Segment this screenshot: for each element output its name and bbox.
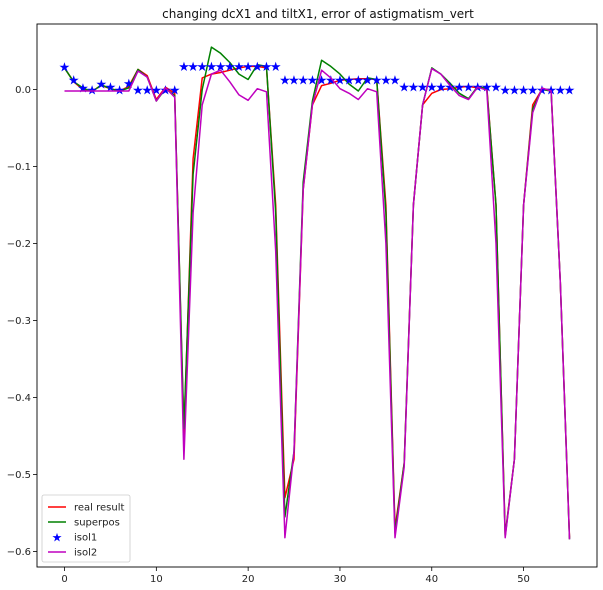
series-line-isol2 [64,67,571,540]
series-marker-isol1: ★ [297,74,309,89]
series-marker-isol1: ★ [389,74,401,89]
series-marker-isol1: ★ [169,84,181,99]
series-marker-isol1: ★ [509,84,521,99]
series-marker-isol1: ★ [59,61,71,76]
series-marker-isol1: ★ [463,81,475,96]
series-marker-isol1: ★ [95,78,107,93]
series-marker-isol1: ★ [499,84,511,99]
series-marker-isol1: ★ [77,81,89,96]
series-marker-isol1: ★ [187,60,199,75]
series-marker-isol1: ★ [362,74,374,89]
series-marker-isol1: ★ [251,60,263,75]
series-marker-isol1: ★ [160,84,172,99]
series-marker-isol1: ★ [352,74,364,89]
series-marker-isol1: ★ [233,60,245,75]
series-marker-isol1: ★ [307,74,319,89]
chart-title: changing dcX1 and tiltX1, error of astig… [162,7,474,21]
series-marker-isol1: ★ [68,74,80,89]
y-tick-label: −0.4 [7,393,31,404]
x-tick-label: 10 [150,574,163,585]
series-marker-isol1: ★ [132,84,144,99]
y-tick-label: −0.6 [7,547,31,558]
series-marker-isol1: ★ [481,81,493,96]
series-marker-isol1: ★ [334,74,346,89]
x-tick-label: 50 [517,574,530,585]
x-tick-label: 0 [61,574,67,585]
series-marker-isol1: ★ [141,84,153,99]
series-marker-isol1: ★ [435,81,447,96]
axes-frame [36,23,598,568]
series-marker-isol1: ★ [408,81,420,96]
series-marker-isol1: ★ [564,84,576,99]
series-marker-isol1: ★ [398,81,410,96]
series-marker-isol1: ★ [536,84,548,99]
series-marker-isol1: ★ [444,81,456,96]
series-marker-isol1: ★ [224,60,236,75]
legend-label-real-result: real result [74,503,124,514]
series-marker-isol1: ★ [196,60,208,75]
legend-swatch-isol1: ★ [52,531,63,545]
series-marker-isol1: ★ [343,74,355,89]
series-marker-isol1: ★ [261,60,273,75]
series-marker-isol1: ★ [490,81,502,96]
x-tick-label: 30 [334,574,347,585]
y-tick-label: −0.1 [7,162,31,173]
series-marker-isol1: ★ [453,81,465,96]
series-marker-isol1: ★ [518,84,530,99]
legend-label-isol2: isol2 [74,548,97,559]
series-marker-isol1: ★ [215,60,227,75]
series-marker-isol1: ★ [554,84,566,99]
y-tick-label: 0.0 [15,85,31,96]
series-marker-isol1: ★ [426,81,438,96]
x-tick-label: 40 [425,574,438,585]
y-tick-label: −0.5 [7,470,31,481]
x-tick-label: 20 [242,574,255,585]
series-marker-isol1: ★ [279,74,291,89]
series-marker-isol1: ★ [325,74,337,89]
series-marker-isol1: ★ [270,60,282,75]
series-marker-isol1: ★ [288,74,300,89]
legend-label-superpos: superpos [74,518,120,529]
legend-label-isol1: isol1 [74,533,97,544]
legend-box [41,494,131,563]
series-marker-isol1: ★ [417,81,429,96]
series-marker-isol1: ★ [380,74,392,89]
series-marker-isol1: ★ [316,74,328,89]
series-marker-isol1: ★ [527,84,539,99]
series-marker-isol1: ★ [242,60,254,75]
series-marker-isol1: ★ [371,74,383,89]
series-marker-isol1: ★ [105,81,117,96]
y-tick-label: −0.3 [7,316,31,327]
series-marker-isol1: ★ [178,60,190,75]
y-tick-label: −0.2 [7,239,31,250]
series-marker-isol1: ★ [150,84,162,99]
series-marker-isol1: ★ [206,60,218,75]
series-marker-isol1: ★ [123,77,135,92]
plot-area: ★★★★★★★★★★★★★★★★★★★★★★★★★★★★★★★★★★★★★★★★… [7,23,598,585]
